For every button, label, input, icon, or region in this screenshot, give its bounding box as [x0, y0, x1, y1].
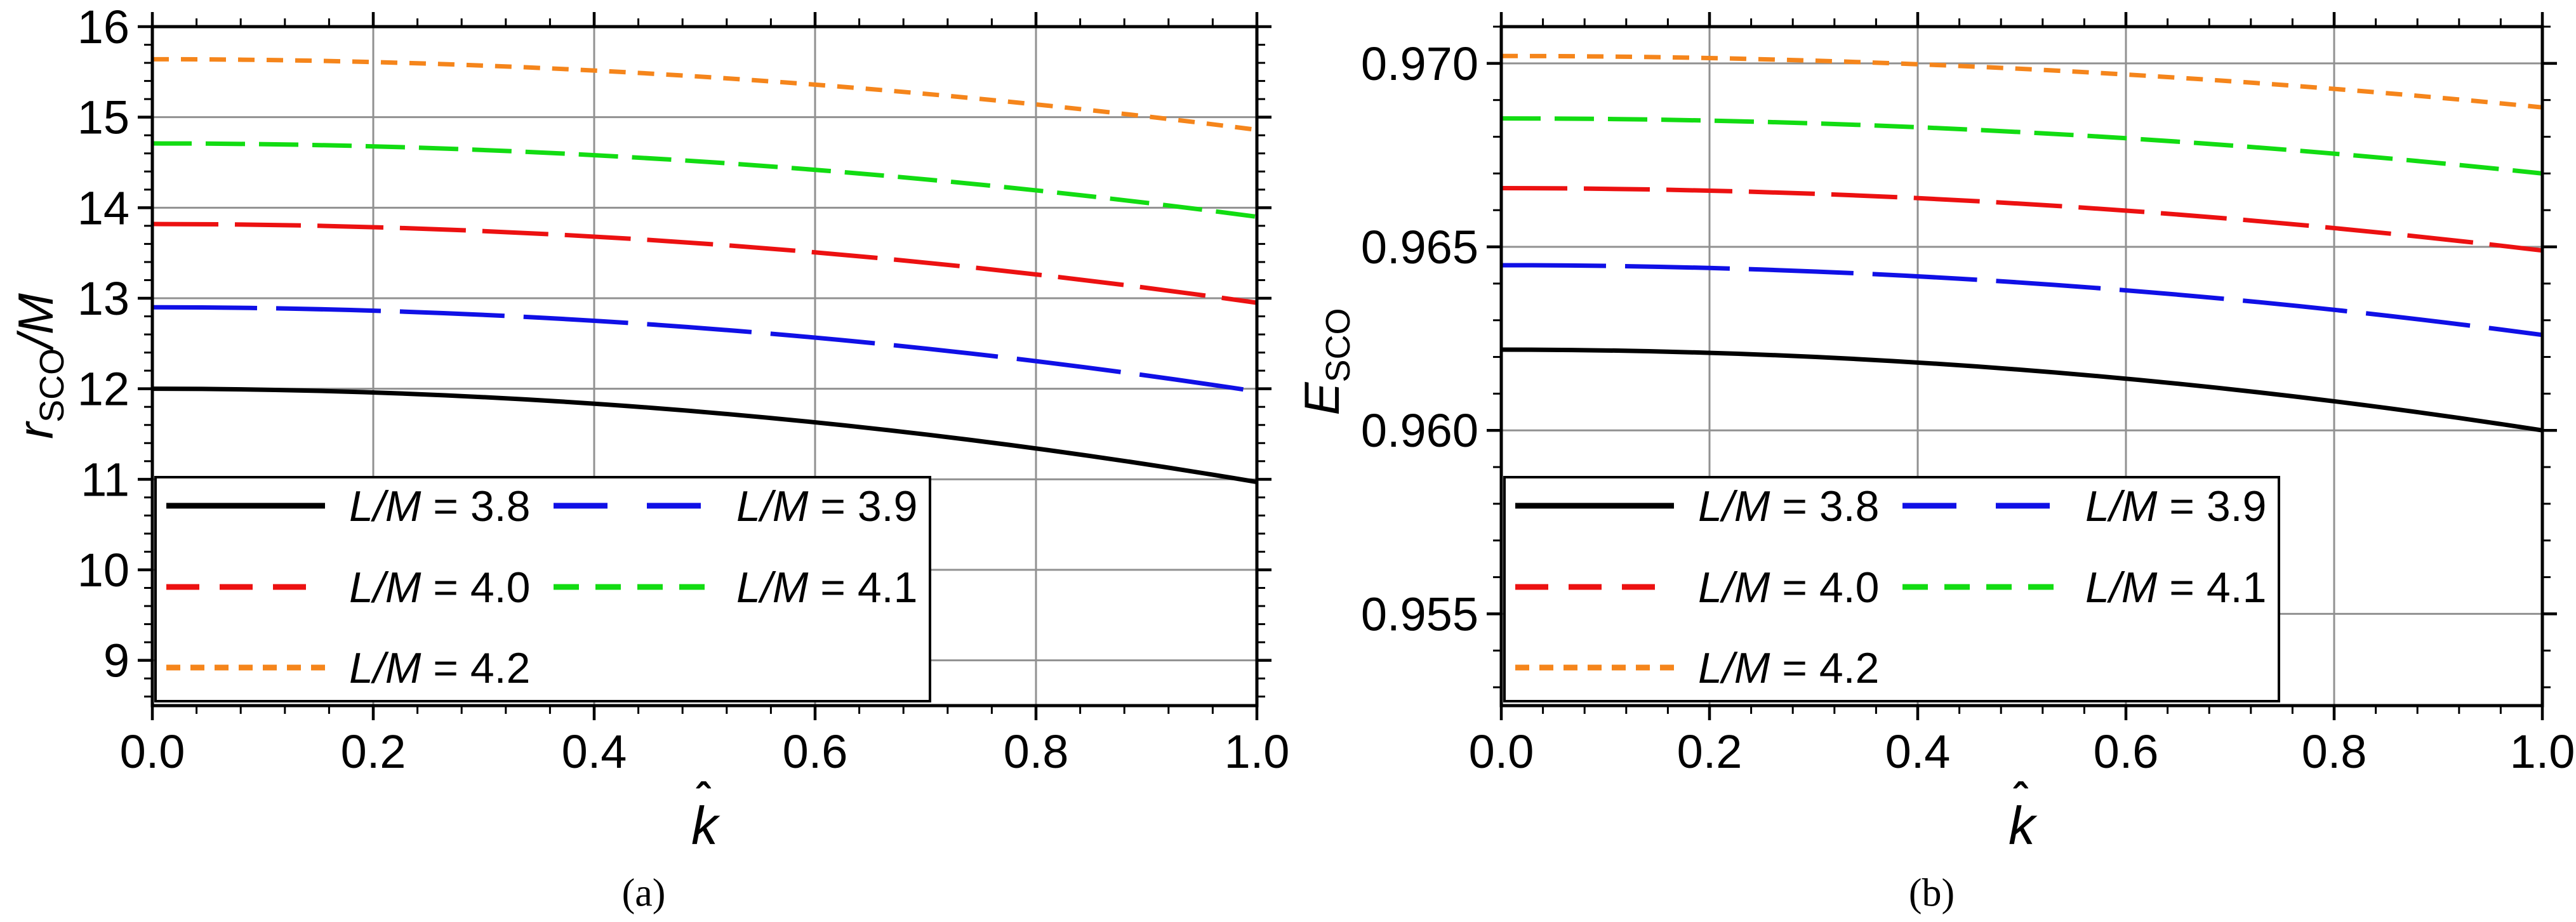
- legend-label: L/M = 4.0: [349, 563, 530, 612]
- curve-4.2: [152, 56, 1258, 133]
- x-tick-label: 0.0: [1469, 725, 1534, 778]
- hat-accent: ˆ: [2013, 775, 2028, 822]
- legend-a: L/M = 3.8 L/M = 3.9 L/M = 4.0 L/M = 4.1 L/M …: [154, 476, 931, 702]
- x-tick-label: 0.8: [2302, 725, 2367, 778]
- y-sub-sco: SCO: [32, 348, 71, 423]
- y-tick-label: 14: [77, 181, 129, 234]
- curve-3.9: [1501, 263, 2543, 338]
- caption-a: (a): [621, 871, 666, 915]
- legend-b: L/M = 3.8 L/M = 3.9 L/M = 4.0 L/M = 4.1 L/M …: [1503, 476, 2280, 702]
- tick-labels-b: 0.0 0.2 0.4 0.6 0.8 1.0 0.955 0.960 0.965 0.970: [1361, 37, 2575, 778]
- curve-4.0: [1501, 185, 2543, 253]
- ticks-a: [138, 12, 1271, 720]
- y-tick-label: 0.960: [1361, 404, 1478, 457]
- y-tick-label: 0.955: [1361, 588, 1478, 640]
- x-tick-label: 1.0: [1225, 725, 1290, 778]
- y-var-r: r: [8, 422, 64, 439]
- plot-frame-a: [150, 25, 1259, 708]
- x-tick-label: 0.2: [341, 725, 406, 778]
- x-tick-label: 0.4: [562, 725, 627, 778]
- y-tick-label: 15: [77, 91, 129, 144]
- curve-4.1: [152, 141, 1258, 220]
- y-suffix: /M: [8, 293, 64, 348]
- legend-label: L/M = 3.8: [1698, 482, 1879, 530]
- curve-3.8: [152, 386, 1258, 485]
- y-tick-label: 9: [103, 635, 129, 687]
- x-tick-label: 0.6: [783, 725, 848, 778]
- legend-label: L/M = 4.0: [1698, 563, 1879, 612]
- y-tick-label: 0.965: [1361, 221, 1478, 273]
- tick-labels-a: 0.0 0.2 0.4 0.6 0.8 1.0 9 10 11 12 13 14 15 16: [77, 1, 1290, 778]
- y-tick-label: 11: [81, 453, 129, 506]
- ticks-b: [1487, 12, 2557, 720]
- legend-label: L/M = 3.8: [349, 482, 530, 530]
- x-tick-label: 0.2: [1677, 725, 1743, 778]
- x-tick-label: 0.0: [120, 725, 185, 778]
- curve-4.1: [1501, 116, 2543, 176]
- curve-3.9: [152, 305, 1258, 394]
- curve-4.0: [152, 221, 1258, 305]
- y-var-e: E: [1294, 382, 1350, 416]
- hat-accent: ˆ: [696, 775, 710, 822]
- curve-4.2: [1501, 53, 2543, 110]
- y-tick-label: 0.970: [1361, 37, 1478, 90]
- x-tick-label: 0.4: [1885, 725, 1951, 778]
- curves-a: [152, 56, 1258, 485]
- left-y-axis-title: rSCO/M: [7, 293, 72, 439]
- x-var-k: k: [691, 796, 718, 856]
- legend-label: L/M = 4.1: [736, 563, 917, 612]
- legend-label: L/M = 3.9: [2085, 482, 2266, 530]
- y-tick-label: 10: [77, 544, 129, 596]
- legend-label: L/M = 4.2: [349, 644, 530, 692]
- y-tick-label: 12: [77, 363, 129, 416]
- plot-frame-b: [1499, 25, 2544, 708]
- legend-label: L/M = 4.1: [2085, 563, 2266, 612]
- curve-3.8: [1501, 347, 2543, 433]
- y-tick-label: 16: [77, 1, 129, 53]
- right-y-axis-title: ESCO: [1293, 308, 1358, 415]
- x-var-k: k: [2008, 796, 2035, 856]
- x-tick-label: 0.6: [2094, 725, 2159, 778]
- legend-label: L/M = 4.2: [1698, 644, 1879, 692]
- y-tick-label: 13: [77, 272, 129, 325]
- legend-label: L/M = 3.9: [736, 482, 917, 530]
- y-sub-sco: SCO: [1318, 308, 1357, 383]
- curves-b: [1501, 53, 2543, 433]
- caption-b: (b): [1908, 871, 1955, 915]
- x-tick-label: 1.0: [2510, 725, 2575, 778]
- x-tick-label: 0.8: [1004, 725, 1069, 778]
